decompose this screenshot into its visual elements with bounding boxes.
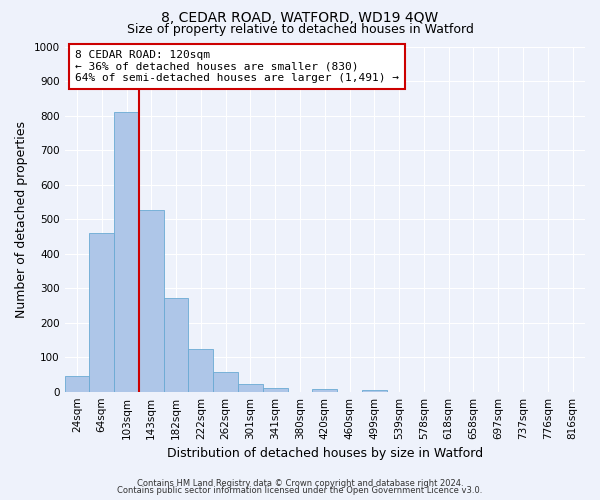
Bar <box>362 390 387 392</box>
Bar <box>313 389 337 392</box>
Bar <box>164 298 188 392</box>
Bar <box>238 384 263 392</box>
Y-axis label: Number of detached properties: Number of detached properties <box>15 120 28 318</box>
Text: 8, CEDAR ROAD, WATFORD, WD19 4QW: 8, CEDAR ROAD, WATFORD, WD19 4QW <box>161 12 439 26</box>
Bar <box>89 233 114 392</box>
Text: Size of property relative to detached houses in Watford: Size of property relative to detached ho… <box>127 22 473 36</box>
Text: Contains public sector information licensed under the Open Government Licence v3: Contains public sector information licen… <box>118 486 482 495</box>
Bar <box>114 112 139 392</box>
Bar <box>213 372 238 392</box>
Bar <box>263 388 287 392</box>
X-axis label: Distribution of detached houses by size in Watford: Distribution of detached houses by size … <box>167 447 483 460</box>
Text: Contains HM Land Registry data © Crown copyright and database right 2024.: Contains HM Land Registry data © Crown c… <box>137 478 463 488</box>
Bar <box>139 210 164 392</box>
Bar <box>188 348 213 392</box>
Bar <box>65 376 89 392</box>
Text: 8 CEDAR ROAD: 120sqm
← 36% of detached houses are smaller (830)
64% of semi-deta: 8 CEDAR ROAD: 120sqm ← 36% of detached h… <box>75 50 399 83</box>
